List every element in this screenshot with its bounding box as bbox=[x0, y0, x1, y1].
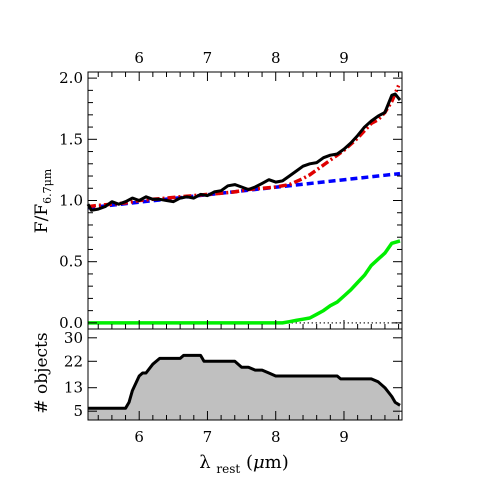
y-tick-label: 1.5 bbox=[59, 130, 83, 148]
object-count-line bbox=[88, 353, 401, 410]
count-y-tick-label: 5 bbox=[73, 402, 83, 420]
object-count-frame bbox=[87, 328, 403, 421]
y-axis-title-flux-ratio: F/F6.7μm bbox=[32, 168, 54, 233]
x-axis-title-unit-open: ( bbox=[246, 452, 253, 473]
count-y-tick-label: 30 bbox=[64, 329, 83, 347]
object-count-curves bbox=[88, 353, 401, 420]
x-axis-title-unit-symbol: μ bbox=[253, 452, 265, 473]
x-axis-title: λ rest (μm) bbox=[199, 452, 289, 478]
y-tick-label: 2.0 bbox=[59, 69, 83, 87]
count-y-tick-label: 22 bbox=[64, 352, 83, 370]
x-tick-label-bottom: 8 bbox=[271, 428, 281, 446]
flux-ratio-ticks bbox=[88, 72, 402, 329]
series-line-3 bbox=[88, 239, 401, 325]
object-count-fill bbox=[88, 355, 400, 420]
y-axis-title-object-count: # objects bbox=[32, 332, 52, 413]
flux-ratio-curves bbox=[86, 84, 402, 325]
flux-ratio-panel bbox=[86, 71, 403, 330]
y-tick-label: 0.5 bbox=[59, 253, 83, 271]
x-axis-title-unit-rest: m) bbox=[265, 452, 289, 473]
tick-labels: 6 6 7 7 8 8 9 9 0.0 0.5 1.0 1.5 2.0 5 13 22 30 bbox=[59, 49, 349, 446]
x-axis-title-symbol: λ bbox=[199, 452, 210, 473]
object-count-panel bbox=[87, 328, 403, 421]
x-tick-label-bottom: 7 bbox=[203, 428, 213, 446]
y-axis-title-flux-ratio-main: F/F bbox=[32, 204, 52, 234]
series-line-0 bbox=[86, 92, 402, 212]
y-tick-label: 0.0 bbox=[59, 314, 83, 332]
x-axis-title-subscript: rest bbox=[216, 462, 240, 476]
x-tick-label-top: 8 bbox=[271, 49, 281, 67]
y-axis-title-flux-ratio-subscript: 6.7μm bbox=[41, 168, 54, 204]
count-y-tick-label: 13 bbox=[64, 379, 83, 397]
x-tick-label-top: 7 bbox=[203, 49, 213, 67]
x-tick-label-top: 6 bbox=[134, 49, 144, 67]
x-tick-label-bottom: 6 bbox=[134, 428, 144, 446]
y-tick-label: 1.0 bbox=[59, 192, 83, 210]
x-tick-label-bottom: 9 bbox=[339, 428, 349, 446]
object-count-ticks bbox=[88, 337, 402, 420]
x-tick-label-top: 9 bbox=[339, 49, 349, 67]
